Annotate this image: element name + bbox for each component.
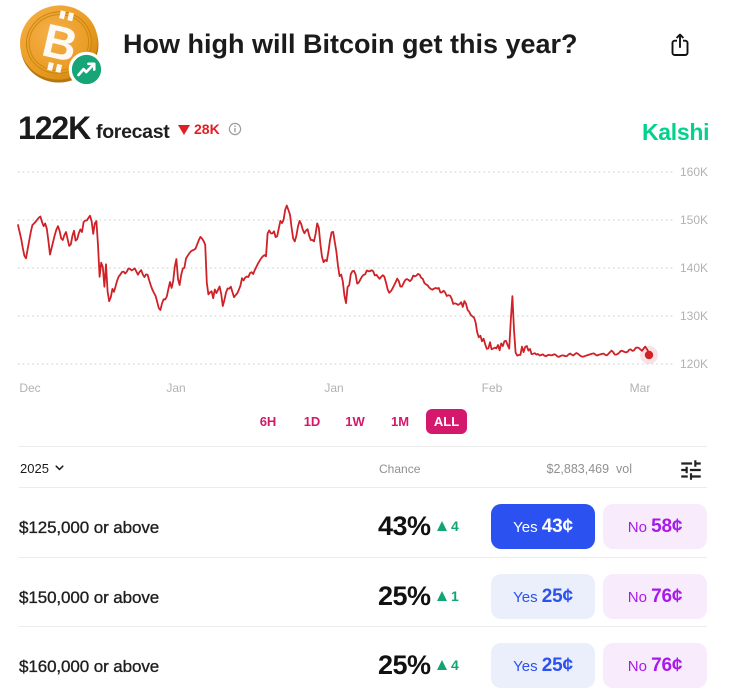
svg-text:140K: 140K [680, 261, 708, 275]
svg-text:120K: 120K [680, 357, 708, 371]
svg-text:Dec: Dec [19, 381, 40, 395]
svg-text:Jan: Jan [324, 381, 343, 395]
svg-text:130K: 130K [680, 309, 708, 323]
svg-text:Feb: Feb [482, 381, 503, 395]
svg-text:Mar: Mar [630, 381, 651, 395]
svg-text:150K: 150K [680, 213, 708, 227]
svg-text:Jan: Jan [166, 381, 185, 395]
svg-text:160K: 160K [680, 165, 708, 179]
